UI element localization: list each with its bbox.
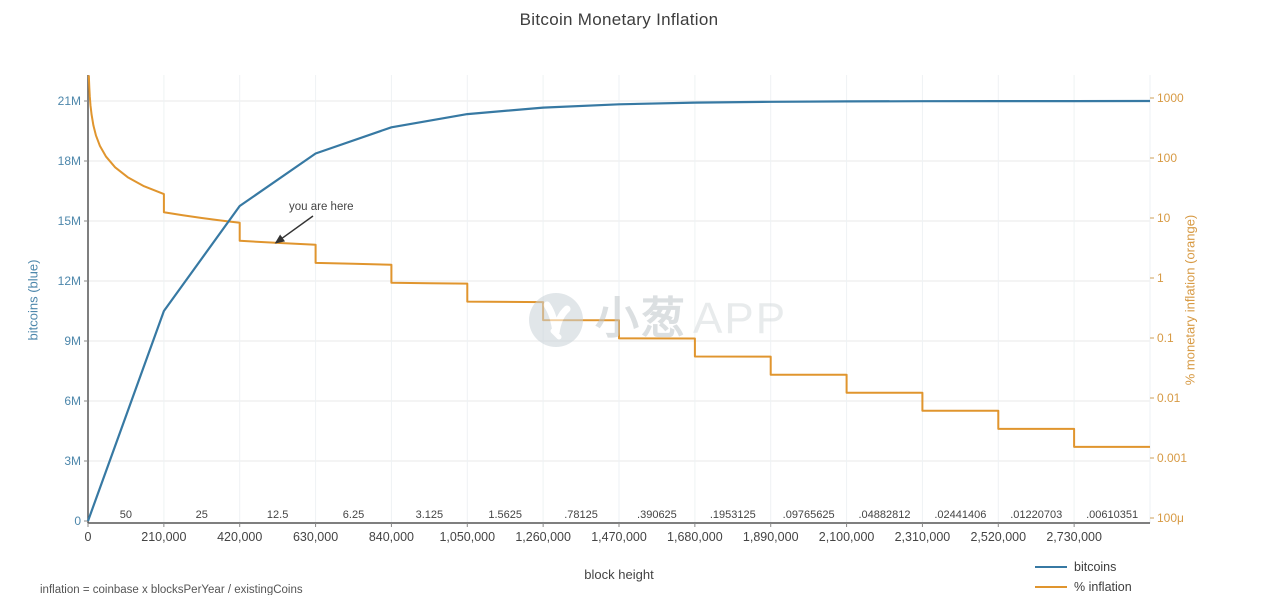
era-reward-label: 6.25 [343,509,364,521]
era-reward-label: .390625 [637,509,677,521]
legend-item-inflation[interactable]: % inflation [1035,577,1132,595]
left-axis-tick-label: 3M [64,454,81,468]
right-axis-tick-label: 0.001 [1157,451,1187,465]
x-axis-ticks: 0 210,000 420,000 630,000 840,000 1,050,000 1,… [85,523,1102,544]
x-axis-tick-label: 1,890,000 [743,530,799,544]
era-reward-label: 3.125 [416,509,444,521]
x-axis-tick-label: 1,680,000 [667,530,723,544]
era-reward-label: .1953125 [710,509,756,521]
right-axis-tick-label: 0.1 [1157,331,1174,345]
era-reward-label: 1.5625 [488,509,522,521]
x-axis-tick-label: 2,520,000 [970,530,1026,544]
right-axis-tick-label: 100 [1157,151,1177,165]
left-axis-tick-label: 15M [58,214,81,228]
x-axis-tick-label: 840,000 [369,530,414,544]
x-axis-tick-label: 2,310,000 [895,530,951,544]
x-axis-tick-label: 210,000 [141,530,186,544]
annotation-you-are-here: you are here [289,201,354,213]
x-axis-tick-label: 630,000 [293,530,338,544]
x-axis-tick-label: 2,100,000 [819,530,875,544]
x-axis-tick-label: 1,470,000 [591,530,647,544]
left-axis-tick-label: 18M [58,154,81,168]
inflation-line [87,75,1150,448]
legend: bitcoins % inflation [1035,557,1132,595]
legend-label: bitcoins [1074,560,1117,574]
x-axis-tick-label: 420,000 [217,530,262,544]
right-axis-tick-label: 1 [1157,271,1164,285]
era-reward-label: 50 [120,509,132,521]
gridlines [88,75,1151,523]
bitcoins-line-swatch [1035,566,1067,568]
legend-label: % inflation [1074,580,1132,594]
chart-title: Bitcoin Monetary Inflation [519,10,719,29]
left-axis-tick-label: 12M [58,274,81,288]
era-reward-label: .02441406 [934,509,986,521]
era-reward-label: .00610351 [1086,509,1138,521]
left-axis-tick-label: 0 [74,514,81,528]
left-axis-tick-label: 9M [64,334,81,348]
left-axis-tick-label: 6M [64,394,81,408]
era-reward-label: 12.5 [267,509,288,521]
era-reward-label: .09765625 [783,509,835,521]
x-axis-tick-label: 2,730,000 [1046,530,1102,544]
formula-note: inflation = coinbase x blocksPerYear / e… [40,584,303,595]
inflation-line-swatch [1035,586,1067,588]
x-axis-tick-label: 1,050,000 [439,530,495,544]
era-reward-labels: 50 25 12.5 6.25 3.125 1.5625 .78125 .390625 .195… [120,509,1138,521]
right-axis-ticks: 1000 100 10 1 0.1 0.01 0.001 100μ [1150,91,1187,525]
era-reward-label: .01220703 [1010,509,1062,521]
annotation-arrow [274,215,314,244]
right-axis-tick-label: 0.01 [1157,391,1181,405]
right-axis-tick-label: 100μ [1157,511,1184,525]
x-axis-title: block height [584,567,654,582]
left-axis-tick-label: 21M [58,94,81,108]
era-reward-label: .78125 [564,509,598,521]
legend-item-bitcoins[interactable]: bitcoins [1035,557,1132,577]
right-axis-tick-label: 1000 [1157,91,1184,105]
left-axis-ticks: 0 3M 6M 9M 12M 15M 18M 21M [58,94,88,528]
bitcoins-line [86,99,1151,522]
x-axis-tick-label: 0 [85,530,92,544]
x-axis-tick-label: 1,260,000 [515,530,571,544]
era-reward-label: .04882812 [859,509,911,521]
era-reward-label: 25 [196,509,208,521]
right-axis-tick-label: 10 [1157,211,1171,225]
